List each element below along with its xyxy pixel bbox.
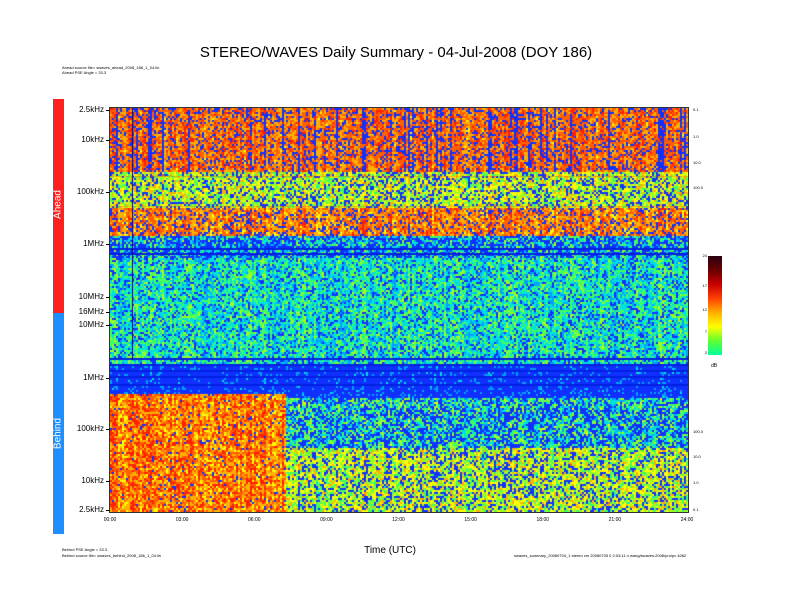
chart-title: STEREO/WAVES Daily Summary - 04-Jul-2008…	[199, 44, 593, 61]
y-tick-mark	[106, 429, 110, 430]
behind-source-file: Behind source file= swaves_behind_2008_1…	[62, 553, 162, 558]
y-tick-mark	[106, 244, 110, 245]
y-tick-label: 1MHz	[83, 373, 104, 382]
y-tick-mark	[106, 192, 110, 193]
y-tick-label: 10kHz	[81, 135, 104, 144]
ahead-source-file: Ahead source file= swaves_ahead_2008_186…	[62, 65, 160, 70]
y-tick-mark	[106, 312, 110, 313]
ahead-pse-angle: Ahead PSE Angle = 33.3	[62, 70, 107, 75]
y-tick-mark	[106, 481, 110, 482]
colorbar-unit: dB	[711, 363, 718, 369]
x-tick-label: 21:00	[608, 517, 622, 523]
y-tick-label-right: 100.0	[693, 429, 704, 434]
y-tick-label: 2.5kHz	[79, 105, 104, 114]
colorbar	[708, 256, 722, 355]
x-tick-label: 03:00	[175, 517, 189, 523]
y-tick-label: 100kHz	[76, 424, 104, 433]
y-tick-label-right: 10.0	[693, 454, 701, 459]
x-tick-label: 15:00	[464, 517, 477, 523]
spectrogram-plot	[110, 108, 688, 512]
y-tick-label: 10MHz	[78, 320, 104, 329]
y-tick-mark	[106, 378, 110, 379]
y-tick-label-right: 1.0	[693, 134, 699, 139]
colorbar-tick-label: 2	[704, 350, 707, 355]
y-tick-label: 16MHz	[78, 307, 104, 316]
y-tick-label: 100kHz	[76, 187, 104, 196]
y-tick-mark	[106, 140, 110, 141]
colorbar-tick-label: 12	[702, 307, 707, 312]
behind-label: Behind	[52, 417, 64, 450]
x-tick-label: 18:00	[536, 517, 550, 523]
plot-frame	[109, 107, 689, 513]
behind-panel-bar: Behind	[53, 313, 64, 534]
y-tick-label: 1MHz	[83, 239, 104, 248]
colorbar-tick-label: 24	[702, 253, 707, 258]
y-tick-label: 10kHz	[81, 476, 104, 485]
generation-info: swaves_summary_20080704_1 stereo cm 2008…	[514, 553, 687, 558]
x-tick-label: 06:00	[247, 517, 261, 523]
y-tick-mark	[106, 297, 110, 298]
y-tick-label-right: 1.0	[693, 480, 699, 485]
colorbar-tick-label: 17	[702, 283, 707, 288]
x-tick-label: 09:00	[320, 517, 333, 523]
y-tick-label-right: 100.0	[693, 185, 704, 190]
ahead-panel-bar: Ahead	[53, 99, 64, 313]
y-tick-label: 10MHz	[78, 292, 104, 301]
x-axis-label: Time (UTC)	[364, 545, 416, 556]
y-tick-mark	[106, 325, 110, 326]
x-tick-label: 24:00	[680, 517, 694, 523]
y-tick-label: 2.5kHz	[79, 505, 104, 514]
colorbar-tick-label: 7	[704, 329, 707, 334]
x-tick-label: 12:00	[392, 517, 405, 523]
y-tick-mark	[106, 110, 110, 111]
y-tick-label-right: 10.0	[693, 160, 701, 165]
y-tick-mark	[106, 510, 110, 511]
x-tick-label: 00:00	[103, 517, 117, 523]
behind-pse-angle: Behind PSE Angle = 33.3	[62, 547, 108, 552]
y-tick-label-right: 0.1	[693, 107, 699, 112]
y-tick-label-right: 0.1	[693, 507, 699, 512]
